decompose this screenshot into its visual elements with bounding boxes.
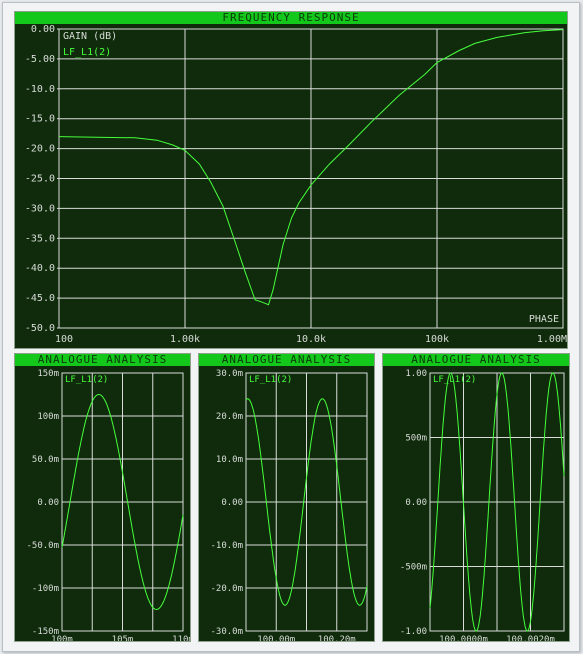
y-tick-label: 0.00 (37, 498, 59, 508)
x-tick-label: 100.0020m (506, 635, 555, 641)
y-tick-label: 50.0m (32, 455, 59, 465)
trace-label: LF_L1(2) (433, 375, 476, 385)
y-tick-label: -35.0 (25, 233, 55, 244)
x-tick-label: 1.00k (170, 334, 200, 345)
y-tick-label: 0.00 (221, 498, 243, 508)
y-tick-label: -50.0 (25, 323, 55, 334)
gain-axis-label: GAIN (dB) (63, 31, 117, 42)
x-tick-label: 10.0k (296, 334, 326, 345)
analogue-analysis-title-3: ANALOGUE ANALYSIS (383, 354, 569, 366)
x-tick-label: 100m (51, 635, 73, 641)
y-tick-label: -500m (400, 563, 427, 573)
x-tick-label: 105m (112, 635, 134, 641)
trace-label: LF_L1(2) (249, 375, 292, 385)
analogue-analysis-title-2: ANALOGUE ANALYSIS (199, 354, 374, 366)
y-tick-label: -5.00 (25, 54, 55, 65)
frequency-response-title: FREQUENCY RESPONSE (15, 12, 567, 24)
signal-trace (245, 398, 368, 606)
y-tick-label: 10.0m (216, 455, 243, 465)
analogue-analysis-panel-3: ANALOGUE ANALYSIS 1.00 500m 0.00 -500m -1.00… (382, 353, 570, 642)
y-tick-label: -50.0m (26, 541, 59, 551)
trace-label: LF_L1(2) (63, 47, 111, 58)
x-tick-label: 100k (425, 334, 449, 345)
y-tick-label: -10.0 (25, 84, 55, 95)
gain-trace (58, 29, 564, 306)
y-tick-label: -15.0 (25, 114, 55, 125)
y-tick-label: 30.0m (216, 369, 243, 379)
signal-trace (61, 394, 184, 611)
x-tick-label: 100.0000m (439, 635, 488, 641)
y-tick-label: 500m (405, 434, 427, 444)
phase-label: PHASE (529, 314, 559, 325)
analogue-analysis-title-1: ANALOGUE ANALYSIS (15, 354, 190, 366)
y-tick-label: 20.0m (216, 412, 243, 422)
y-tick-label: 150m (37, 369, 59, 379)
analogue-analysis-chart-3[interactable]: 1.00 500m 0.00 -500m -1.00 100.0000m 100.0020m… (383, 366, 569, 641)
frequency-response-chart[interactable]: 100 1.00k 10.0k 100k 1.00M 0.00 -5.00 -10.0 -15.… (15, 24, 567, 348)
x-tick-label: 1.00M (537, 334, 567, 345)
y-tick-label: -30.0 (25, 203, 55, 214)
trace-label: LF_L1(2) (65, 375, 108, 385)
y-tick-label: 1.00 (405, 369, 427, 379)
y-tick-label: -10.0m (210, 541, 243, 551)
y-tick-label: -100m (32, 584, 59, 594)
y-tick-label: -25.0 (25, 174, 55, 185)
y-tick-label: 0.00 (31, 24, 55, 35)
y-tick-label: 0.00 (405, 498, 427, 508)
x-tick-label: 110m (172, 635, 190, 641)
y-tick-label: -150m (32, 627, 59, 637)
x-tick-label: 100 (55, 334, 73, 345)
y-tick-label: -40.0 (25, 263, 55, 274)
signal-trace (429, 372, 565, 632)
analogue-analysis-chart-2[interactable]: 30.0m 20.0m 10.0m 0.00 -10.0m -20.0m -30.0m 100… (199, 366, 374, 641)
x-tick-label: 100.00m (257, 635, 295, 641)
analogue-analysis-panel-2: ANALOGUE ANALYSIS 30.0m 20.0m 10.0m 0.00 -10… (198, 353, 375, 642)
y-tick-label: -20.0m (210, 584, 243, 594)
y-tick-label: -1.00 (400, 627, 427, 637)
y-tick-label: 100m (37, 412, 59, 422)
frequency-response-panel: FREQUENCY RESPONSE 100 1.00k 10.0k 100k 1.00… (14, 11, 568, 349)
y-tick-label: -30.0m (210, 627, 243, 637)
analogue-analysis-panel-1: ANALOGUE ANALYSIS 150m 100m 50.0m 0.00 -50.0… (14, 353, 191, 642)
y-tick-label: -45.0 (25, 293, 55, 304)
y-tick-label: -20.0 (25, 144, 55, 155)
x-tick-label: 100.20m (318, 635, 356, 641)
